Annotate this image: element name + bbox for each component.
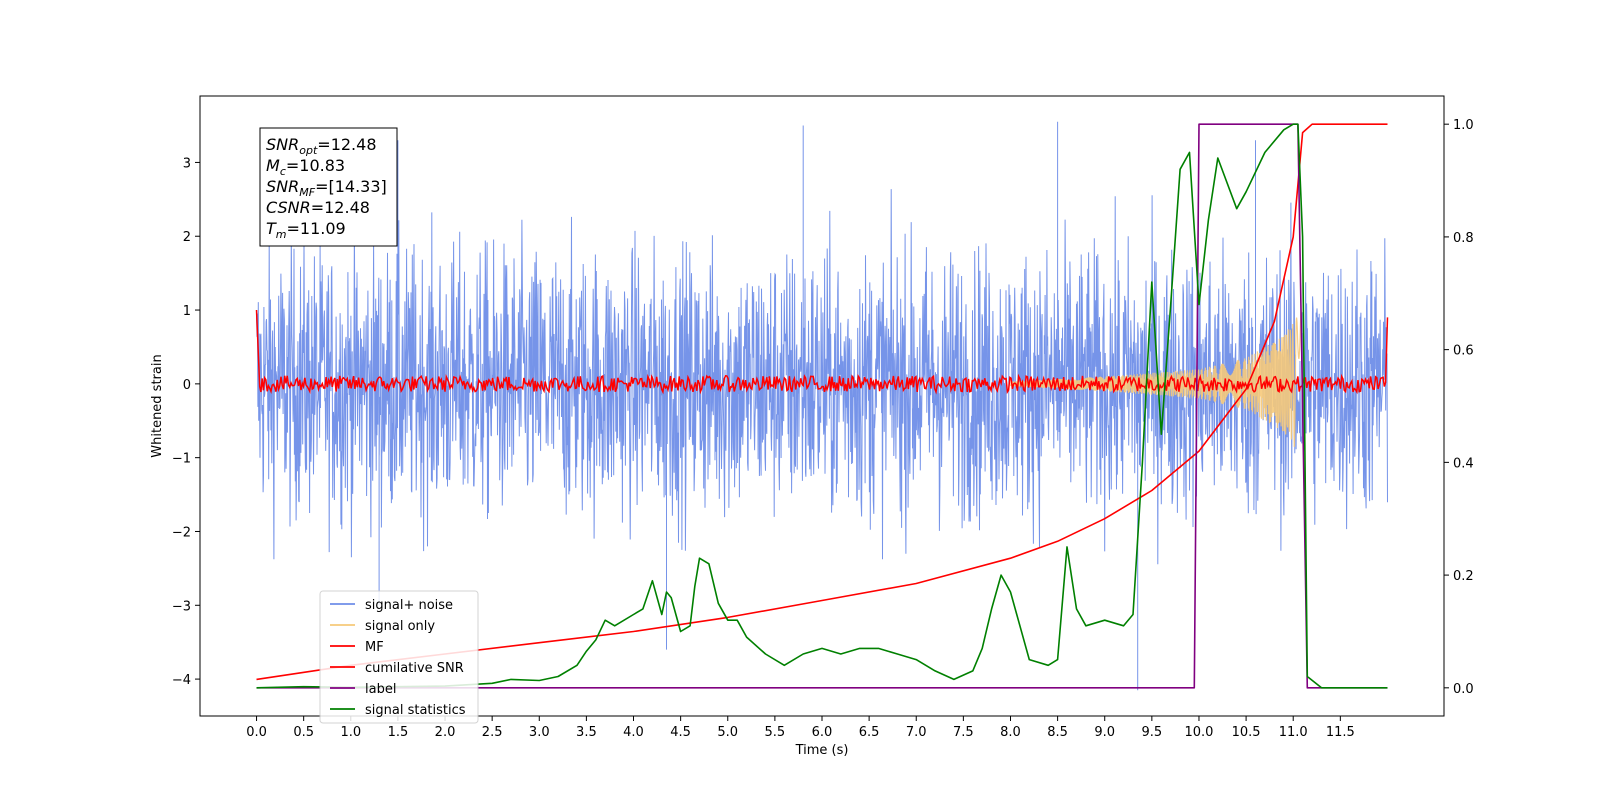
y-left-tick-label: 1: [183, 304, 191, 319]
x-tick-label: 11.0: [1279, 725, 1308, 740]
x-tick-label: 7.5: [953, 725, 974, 740]
x-tick-label: 5.5: [765, 725, 786, 740]
legend: signal+ noise signal only MF cumilative SNR…: [319, 590, 479, 724]
y-left-tick-label: −4: [172, 673, 191, 688]
legend-entry-label: signal+ noise: [365, 598, 453, 613]
x-tick-label: 9.5: [1142, 725, 1163, 740]
legend-entry-label: signal statistics: [365, 703, 466, 718]
x-tick-label: 4.0: [623, 725, 644, 740]
x-tick-label: 9.0: [1094, 725, 1115, 740]
metric-symbol: CSNR: [266, 198, 311, 217]
x-tick-label: 2.0: [435, 725, 456, 740]
y-left-tick-label: −2: [172, 525, 191, 540]
metric-symbol: SNR: [266, 177, 299, 196]
x-tick-label: 7.0: [906, 725, 927, 740]
metric-symbol: SNR: [266, 135, 299, 154]
metric-subscript: m: [276, 228, 287, 241]
x-tick-label: 2.5: [482, 725, 503, 740]
x-tick-label: 6.0: [812, 725, 833, 740]
x-axis-label: Time (s): [795, 743, 849, 758]
y-left-tick-label: −1: [172, 452, 191, 467]
x-tick-label: 8.5: [1047, 725, 1068, 740]
metric-subscript: c: [280, 165, 286, 178]
legend-frame: [319, 590, 479, 724]
legend-entry-label: signal only: [365, 619, 435, 634]
metric-value: =12.48: [317, 135, 376, 154]
metric-symbol: M: [266, 156, 280, 175]
x-tick-label: 3.0: [529, 725, 550, 740]
y-right-tick-label: 0.6: [1453, 344, 1474, 359]
y-left-tick-label: 3: [183, 156, 191, 171]
y-left-tick-label: −3: [172, 599, 191, 614]
x-tick-label: 10.5: [1232, 725, 1261, 740]
y-left-tick-label: 2: [183, 230, 191, 245]
plot-area: [255, 121, 1389, 691]
metric-line: CSNR=12.48: [266, 198, 370, 217]
x-tick-label: 10.0: [1184, 725, 1213, 740]
metric-value: =[14.33]: [315, 177, 387, 196]
metric-line: Tm=11.09: [266, 219, 346, 241]
legend-entry-label: label: [365, 682, 396, 697]
x-tick-label: 5.0: [717, 725, 738, 740]
metric-line: SNRopt=12.48: [266, 135, 377, 157]
legend-entry-label: MF: [365, 640, 384, 655]
x-tick-label: 6.5: [859, 725, 880, 740]
y-right-tick-label: 0.2: [1453, 569, 1474, 584]
y-left-tick-label: 0: [183, 378, 191, 393]
metric-value: =11.09: [287, 219, 346, 238]
x-tick-label: 11.5: [1326, 725, 1355, 740]
metric-subscript: MF: [299, 186, 315, 199]
x-tick-label: 4.5: [670, 725, 691, 740]
metric-line: SNRMF=[14.33]: [266, 177, 387, 199]
metric-symbol: T: [266, 219, 277, 238]
y-right-tick-label: 0.4: [1453, 456, 1474, 471]
y-right-tick-label: 1.0: [1453, 118, 1474, 133]
x-tick-label: 1.5: [388, 725, 409, 740]
x-tick-label: 3.5: [576, 725, 597, 740]
series-signal-statistics-line: [256, 123, 1388, 689]
y-axis-label: Whitened strain: [150, 354, 165, 457]
metrics-annotation-box: SNRopt=12.48Mc=10.83SNRMF=[14.33]CSNR=12…: [259, 127, 398, 247]
metric-subscript: opt: [299, 144, 318, 157]
x-tick-label: 0.0: [246, 725, 267, 740]
y-right-tick-label: 0.8: [1453, 231, 1474, 246]
metric-line: Mc=10.83: [266, 156, 345, 178]
series-cumulative-snr-line: [256, 123, 1388, 681]
metric-value: =12.48: [311, 198, 370, 217]
x-tick-label: 0.5: [293, 725, 314, 740]
x-tick-label: 8.0: [1000, 725, 1021, 740]
metrics-box-frame: [259, 127, 398, 247]
metric-value: =10.83: [286, 156, 345, 175]
x-tick-label: 1.0: [340, 725, 361, 740]
y-right-tick-label: 0.0: [1453, 682, 1474, 697]
axes: 0.0 0.5 1.0 1.5 2.0 2.5 3.0 3.5 4.0 4.5 5.0 5.5 6.0 6…: [172, 118, 1474, 740]
series-mf-line: [255, 309, 1389, 395]
legend-entry-label: cumilative SNR: [365, 661, 464, 676]
